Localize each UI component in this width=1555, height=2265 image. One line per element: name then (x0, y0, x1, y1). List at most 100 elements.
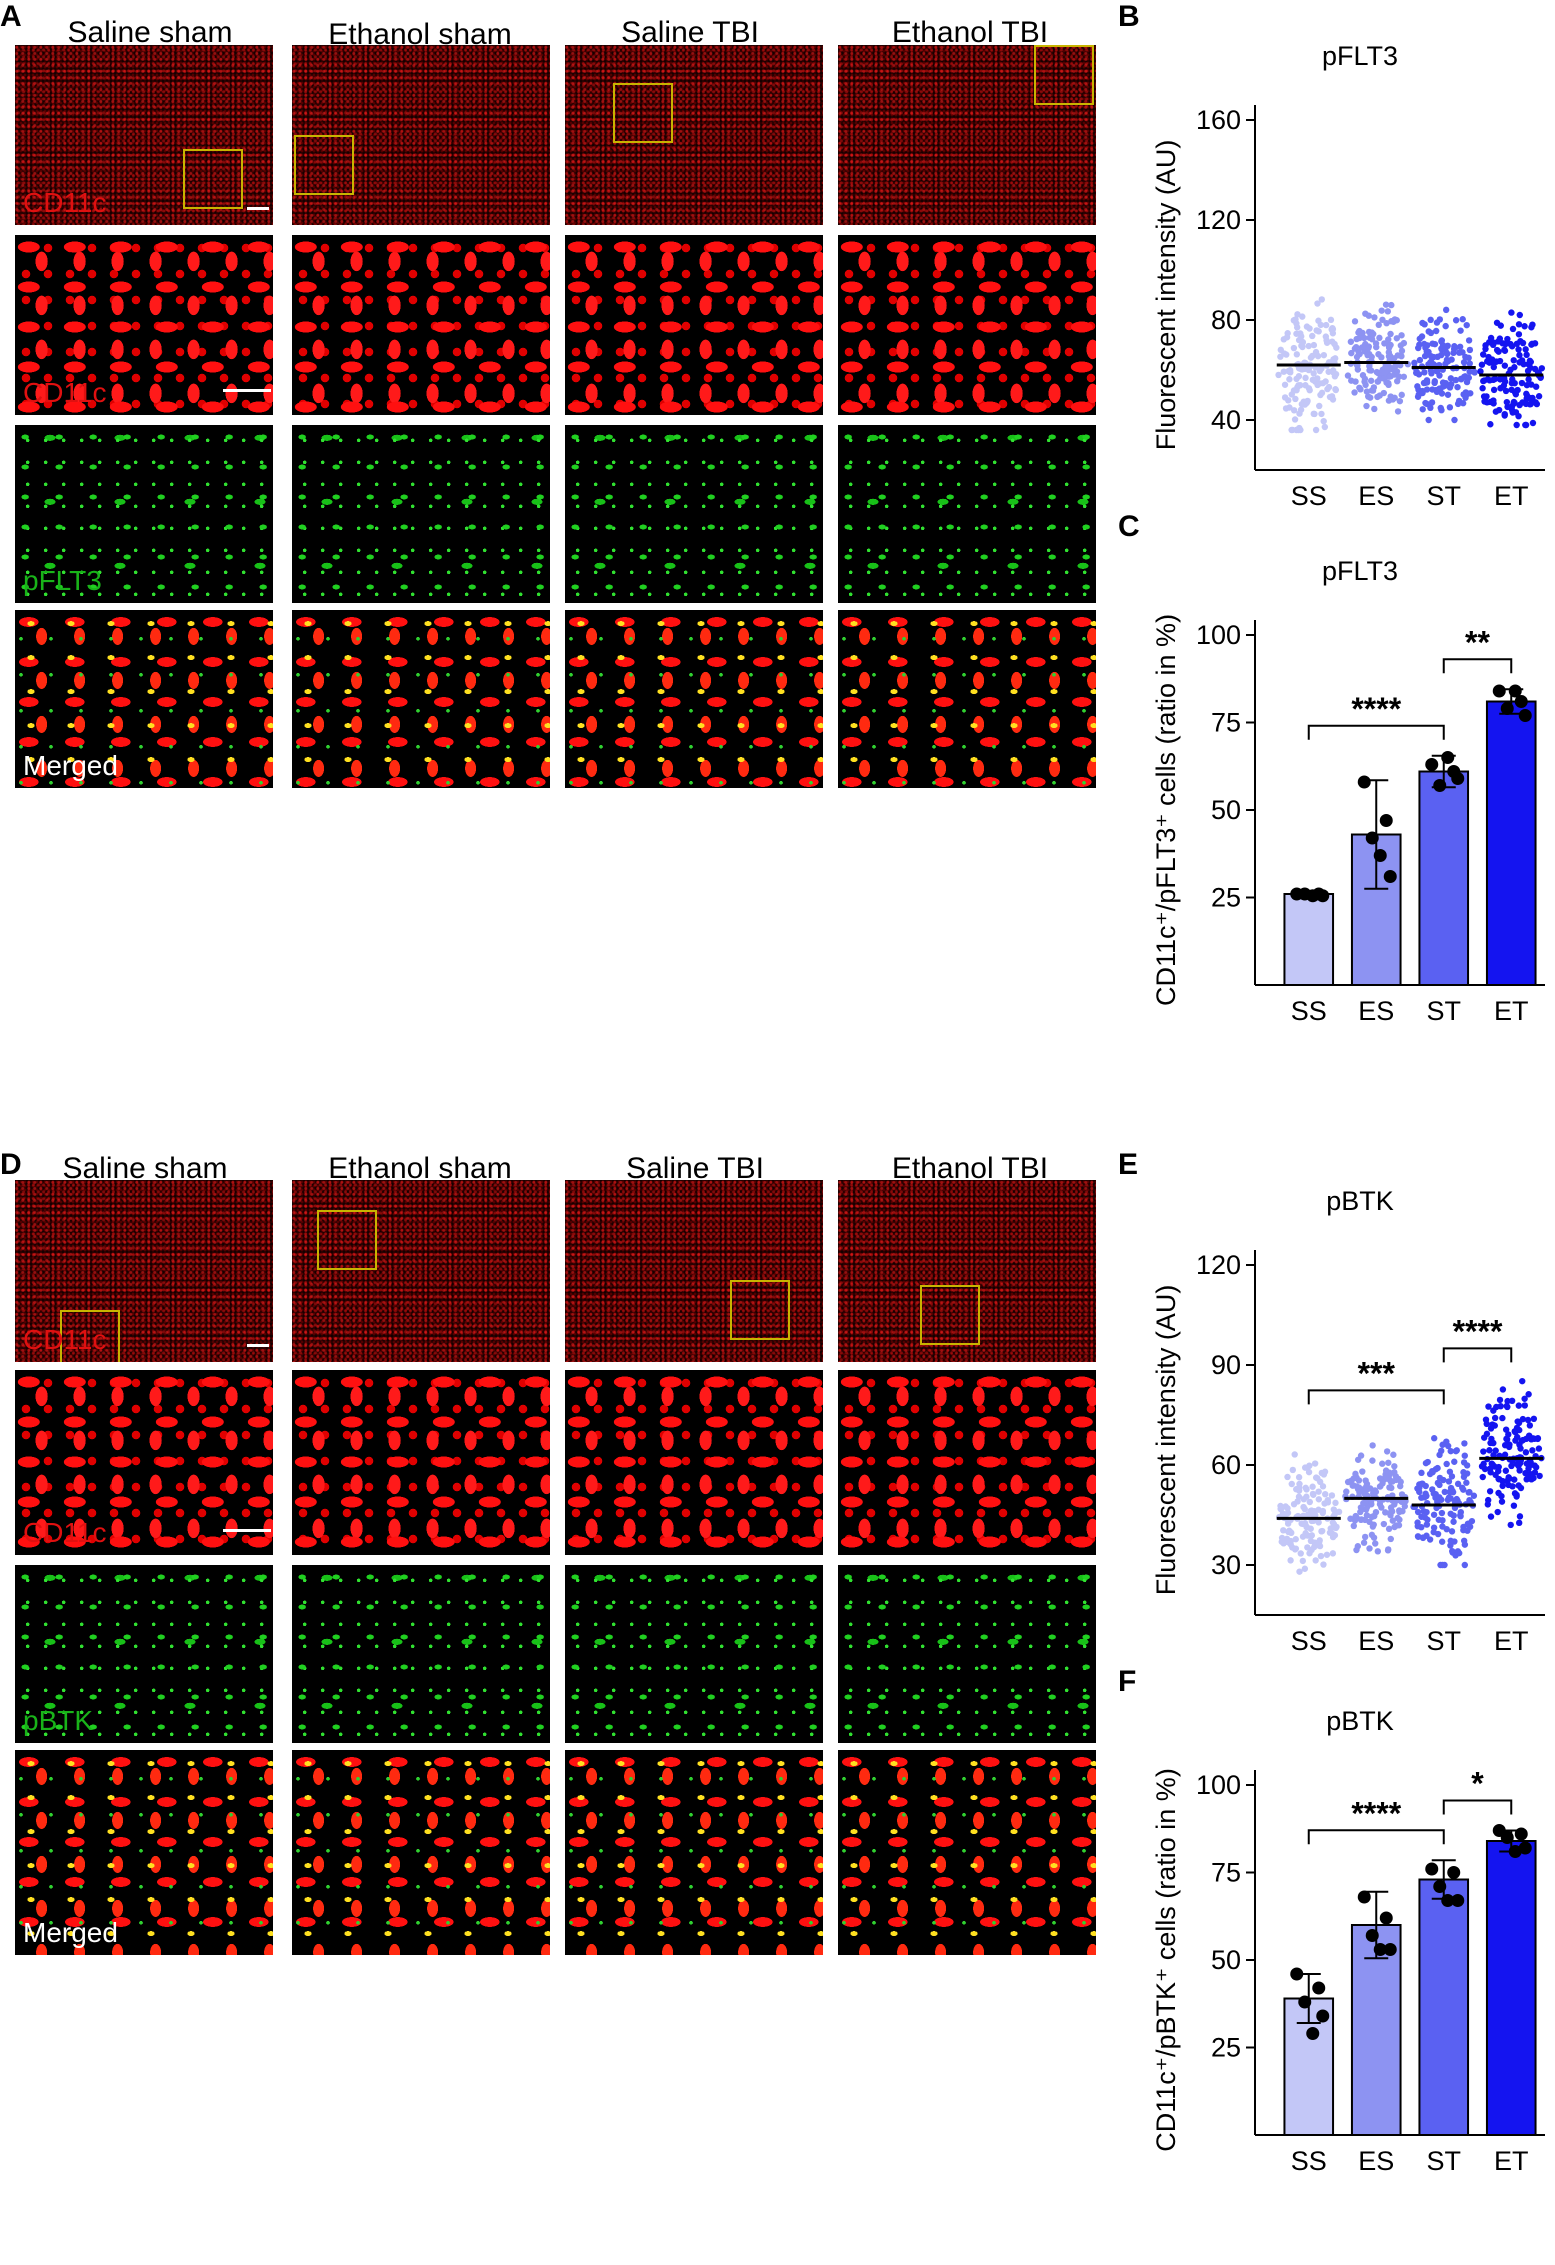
data-point (1450, 1518, 1457, 1525)
data-point (1451, 1497, 1459, 1505)
data-point (1321, 423, 1329, 431)
data-point (1461, 1452, 1468, 1459)
x-tick-label: ST (1426, 2146, 1461, 2176)
data-point (1451, 1894, 1465, 1907)
data-point (1518, 379, 1526, 387)
data-point (1529, 419, 1537, 427)
scale-bar (223, 1529, 271, 1532)
data-point (1504, 335, 1511, 343)
data-point (1388, 1508, 1396, 1515)
data-point (1290, 344, 1298, 352)
data-point (1514, 1827, 1528, 1841)
data-point (1411, 359, 1418, 367)
x-tick-label: ST (1426, 1626, 1461, 1656)
data-point (1480, 1448, 1487, 1455)
data-point (1357, 1890, 1371, 1904)
data-point (1499, 1386, 1507, 1393)
scale-bar (247, 1344, 269, 1347)
data-point (1501, 346, 1508, 354)
data-point (1396, 1507, 1403, 1514)
data-point (1484, 1496, 1492, 1504)
x-tick-label: ET (1494, 1626, 1529, 1656)
significance-bracket (1307, 1829, 1445, 1845)
bar-st (1418, 770, 1470, 986)
data-point (1369, 387, 1377, 394)
data-point (1492, 408, 1500, 415)
column-title-ethanol-tbi-d: Ethanol TBI (891, 1152, 1049, 1185)
data-point (1447, 1537, 1454, 1545)
data-point (1462, 353, 1469, 361)
data-point (1528, 1476, 1535, 1483)
data-point (1524, 392, 1531, 400)
data-point (1463, 321, 1470, 329)
data-point (1393, 1522, 1400, 1529)
data-point (1280, 1527, 1287, 1534)
data-point (1436, 372, 1443, 379)
data-point (1460, 1537, 1468, 1544)
chart-f: pBTK CD11c⁺/pBTK⁺ cells (ratio in %) 25 50 7… (1120, 1695, 1555, 2200)
data-point (1330, 1506, 1337, 1513)
data-point (1423, 348, 1430, 355)
data-point (1355, 349, 1362, 356)
data-point (1442, 322, 1449, 330)
data-point (1487, 1513, 1495, 1520)
data-point (1491, 1414, 1499, 1422)
data-point (1361, 1533, 1369, 1541)
data-point (1521, 1402, 1529, 1409)
x-tick-label: ET (1494, 996, 1529, 1026)
data-point (1359, 372, 1367, 379)
data-point (1300, 1495, 1308, 1503)
data-point (1502, 387, 1510, 395)
data-point (1490, 386, 1498, 394)
data-point (1384, 365, 1391, 373)
panel-letter-c: C (1118, 510, 1140, 543)
data-point (1416, 1484, 1423, 1491)
data-point (1459, 316, 1466, 323)
data-point (1317, 321, 1324, 329)
data-point (1306, 889, 1320, 903)
data-point (1391, 1501, 1398, 1508)
data-point (1515, 1402, 1523, 1409)
data-point (1532, 1464, 1540, 1471)
data-point (1312, 348, 1320, 356)
data-point (1465, 337, 1473, 344)
data-point (1393, 368, 1401, 375)
data-point (1519, 339, 1527, 347)
data-point (1452, 1447, 1460, 1455)
data-point (1385, 373, 1393, 380)
data-point (1519, 1377, 1526, 1385)
data-point (1394, 408, 1402, 415)
data-point (1374, 1548, 1382, 1555)
data-point (1368, 336, 1376, 343)
data-point (1372, 1488, 1380, 1496)
data-point (1466, 346, 1474, 354)
bar-et (1485, 700, 1537, 986)
data-point (1416, 356, 1424, 364)
micrograph-a-cd11c-zoom-2 (292, 235, 550, 415)
data-point (1461, 1561, 1469, 1569)
data-point (1385, 1459, 1392, 1466)
data-point (1532, 399, 1539, 406)
data-point (1329, 396, 1337, 403)
roi-box (920, 1285, 980, 1345)
data-point (1317, 1552, 1325, 1560)
data-point (1361, 334, 1368, 342)
data-point (1447, 1866, 1461, 1879)
data-point (1385, 381, 1392, 389)
data-point (1428, 399, 1436, 406)
data-point (1500, 702, 1514, 715)
data-point (1371, 405, 1378, 413)
data-point (1534, 1435, 1542, 1442)
data-point (1509, 409, 1516, 416)
data-point (1302, 374, 1309, 382)
data-point (1366, 1518, 1373, 1526)
data-point (1302, 1484, 1309, 1492)
data-point (1516, 311, 1523, 319)
y-tick-label: 25 (1211, 883, 1241, 913)
data-point (1438, 1509, 1446, 1517)
panel-letter-e: E (1118, 1148, 1139, 1181)
data-point (1491, 359, 1498, 366)
data-point (1379, 1480, 1386, 1487)
data-point (1463, 1470, 1471, 1477)
data-point (1416, 335, 1423, 342)
